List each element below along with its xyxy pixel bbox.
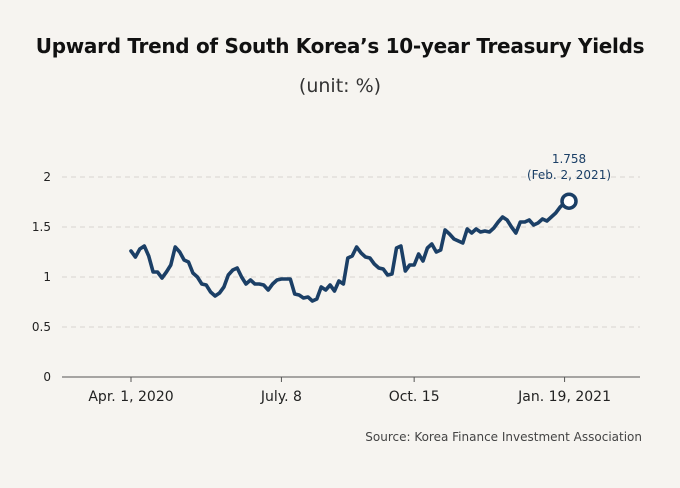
y-tick-label: 2 <box>43 170 51 184</box>
chart-subtitle: (unit: %) <box>298 75 382 97</box>
y-tick-label: 1.5 <box>32 220 51 234</box>
axes: 0 0.5 1 1.5 2 Apr. 1, 2020 July. 8 Oct. 15 Jan. … <box>32 170 640 405</box>
y-tick-label: 0 <box>43 370 51 384</box>
annotation-date-label: (Feb. 2, 2021) <box>527 168 611 182</box>
x-tick-label: Oct. 15 <box>389 389 440 405</box>
y-tick-label: 1 <box>43 270 51 284</box>
series-layer <box>129 199 571 303</box>
series-line <box>129 199 571 303</box>
grid-lines <box>62 176 640 328</box>
y-tick-label: 0.5 <box>32 320 51 334</box>
x-tick-label: Apr. 1, 2020 <box>88 389 173 405</box>
endpoint-marker <box>560 192 578 210</box>
chart-title: Upward Trend of South Korea’s 10-year Tr… <box>35 34 645 58</box>
annotation-layer: 1.758 (Feb. 2, 2021) <box>527 152 611 210</box>
x-tick-label: Jan. 19, 2021 <box>517 389 611 405</box>
source-note: Source: Korea Finance Investment Associa… <box>365 430 642 444</box>
x-tick-label: July. 8 <box>260 389 302 405</box>
annotation-value-label: 1.758 <box>552 152 586 166</box>
